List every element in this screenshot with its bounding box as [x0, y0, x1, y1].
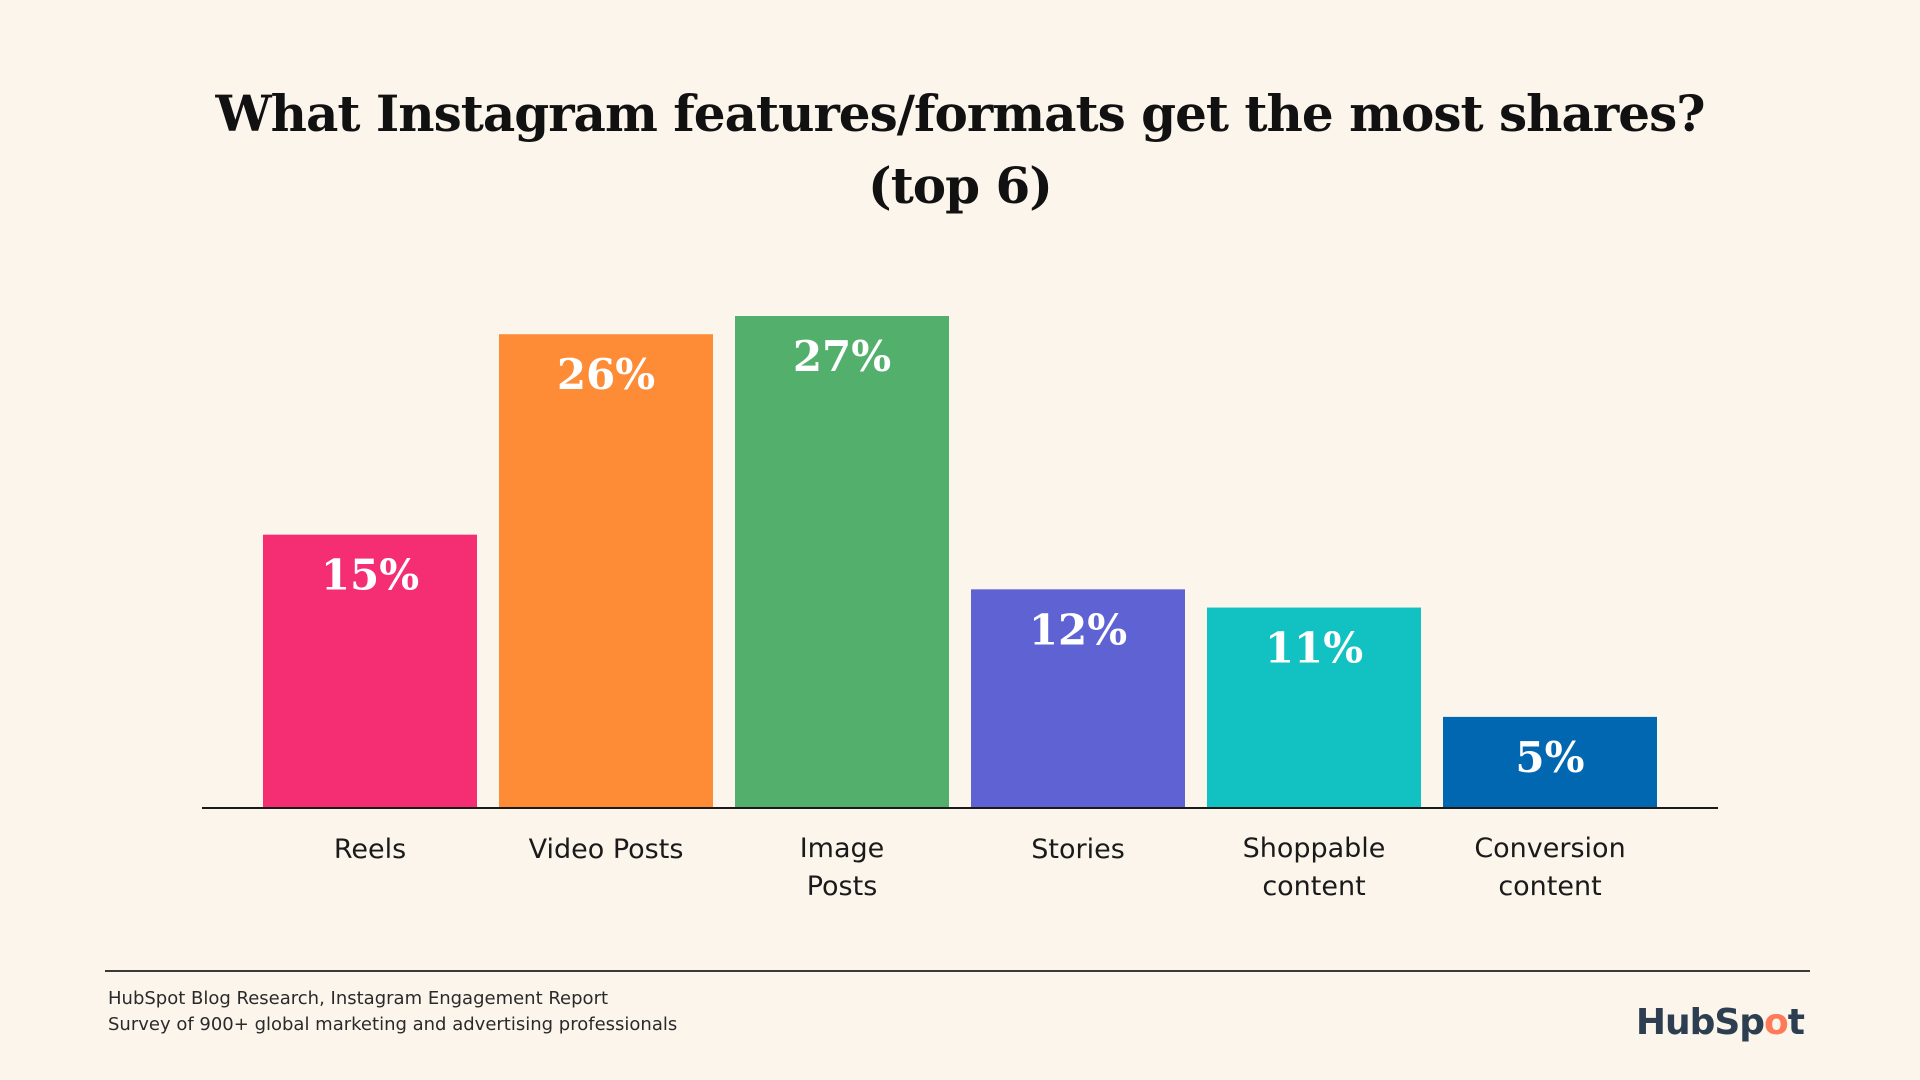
- category-label-5: Conversion content: [1474, 833, 1625, 902]
- footer-divider: [105, 970, 1810, 972]
- category-label-1: Video Posts: [529, 834, 684, 865]
- source-note: HubSpot Blog Research, Instagram Engagem…: [108, 986, 677, 1038]
- chart-title-line-2: (top 6): [868, 156, 1053, 215]
- category-label-3: Stories: [1031, 834, 1125, 865]
- category-label-2-line-0: Image: [800, 833, 885, 864]
- category-label-4-line-0: Shoppable: [1243, 833, 1386, 864]
- bar-0: [263, 534, 477, 808]
- bar-2: [735, 316, 949, 808]
- chart-title-line-1: What Instagram features/formats get the …: [215, 84, 1705, 143]
- category-label-4: Shoppable content: [1243, 833, 1386, 902]
- category-label-3-line-0: Stories: [1031, 834, 1125, 865]
- source-line-1: HubSpot Blog Research, Instagram Engagem…: [108, 988, 609, 1009]
- bar-value-label-3: 12%: [1029, 605, 1127, 654]
- bar-value-label-2: 27%: [793, 332, 891, 381]
- logo-text-start: HubSp: [1635, 1002, 1765, 1043]
- bar-value-label-1: 26%: [557, 350, 655, 399]
- bar-value-label-5: 5%: [1515, 733, 1584, 782]
- category-label-2-line-1: Posts: [807, 871, 878, 902]
- hubspot-logo: HubSp o t: [1635, 1002, 1805, 1043]
- bar-4: [1207, 607, 1421, 808]
- category-label-0: Reels: [334, 834, 406, 865]
- bar-value-label-0: 15%: [321, 551, 419, 600]
- bar-5: [1443, 716, 1657, 808]
- bar-1: [499, 334, 713, 808]
- category-label-4-line-1: content: [1262, 871, 1365, 902]
- chart-title: What Instagram features/formats get the …: [0, 78, 1920, 222]
- labels-layer: Reels Video Posts Image Posts Stories Shoppab…: [334, 833, 1626, 902]
- bar-3: [971, 589, 1185, 808]
- category-label-2: Image Posts: [800, 833, 885, 902]
- category-label-5-line-1: content: [1498, 871, 1601, 902]
- bars-layer: 15% 26% 27% 12% 11% 5%: [263, 316, 1657, 808]
- source-line-2: Survey of 900+ global marketing and adve…: [108, 1014, 678, 1035]
- logo-text-end: t: [1787, 1002, 1805, 1043]
- category-label-5-line-0: Conversion: [1474, 833, 1625, 864]
- category-label-1-line-0: Video Posts: [529, 834, 684, 865]
- sprocket-icon: o: [1764, 1002, 1789, 1043]
- bar-value-label-4: 11%: [1265, 624, 1363, 673]
- category-label-0-line-0: Reels: [334, 834, 406, 865]
